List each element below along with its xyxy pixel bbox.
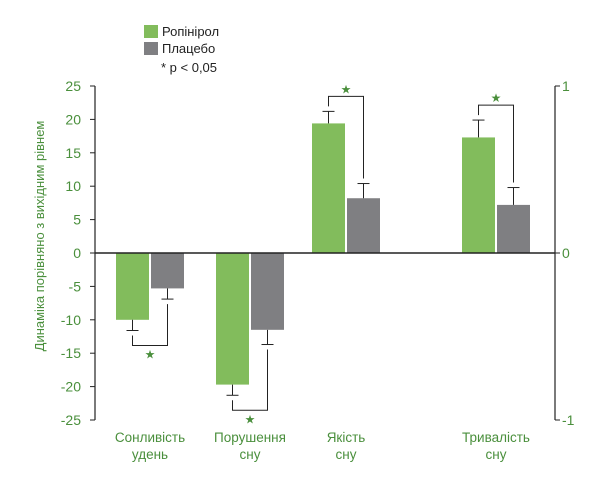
y-tick-label: -15 — [61, 345, 81, 361]
y2-tick-label: 0 — [562, 245, 570, 261]
legend-label: Ропінірол — [162, 24, 219, 39]
y-tick-label: -25 — [61, 412, 81, 428]
y-tick-label: 20 — [65, 111, 81, 127]
category-label: Сонливість — [115, 430, 185, 445]
y-tick-label: 0 — [73, 245, 81, 261]
y2-tick-label: -1 — [562, 412, 575, 428]
category-label: Якість — [327, 430, 366, 445]
y-tick-label: 15 — [65, 145, 81, 161]
bar — [116, 253, 149, 320]
significance-star: ★ — [245, 412, 256, 426]
category-label: удень — [132, 447, 168, 462]
significance-star: ★ — [491, 91, 502, 105]
category-label: сну — [486, 447, 507, 462]
y-tick-label: -5 — [69, 278, 82, 294]
y-tick-label: 5 — [73, 212, 81, 228]
category-label: сну — [240, 447, 261, 462]
bar — [151, 253, 184, 289]
y-tick-label: 25 — [65, 78, 81, 94]
significance-bracket — [328, 95, 364, 179]
bar — [347, 198, 380, 253]
bar — [462, 137, 495, 253]
y-axis-title: Динаміка порівняно з вихідним рівнем — [32, 121, 47, 352]
significance-bracket — [478, 104, 514, 183]
legend-label: Плацебо — [162, 41, 215, 56]
legend-swatch — [144, 42, 158, 55]
significance-star: ★ — [341, 82, 352, 96]
bar — [312, 123, 345, 254]
y-tick-label: -20 — [61, 379, 81, 395]
significance-bracket — [232, 349, 268, 411]
bar — [216, 253, 249, 385]
y-tick-label: -10 — [61, 312, 81, 328]
legend-swatch — [144, 25, 158, 38]
bar — [497, 204, 530, 253]
bar — [251, 253, 284, 330]
y-tick-label: 10 — [65, 178, 81, 194]
significance-bracket — [132, 304, 168, 346]
legend-note: * p < 0,05 — [161, 60, 217, 75]
significance-star: ★ — [145, 347, 156, 361]
category-label: Порушення — [214, 430, 286, 445]
category-label: Тривалість — [462, 430, 530, 445]
category-label: сну — [336, 447, 357, 462]
y2-tick-label: 1 — [562, 78, 570, 94]
